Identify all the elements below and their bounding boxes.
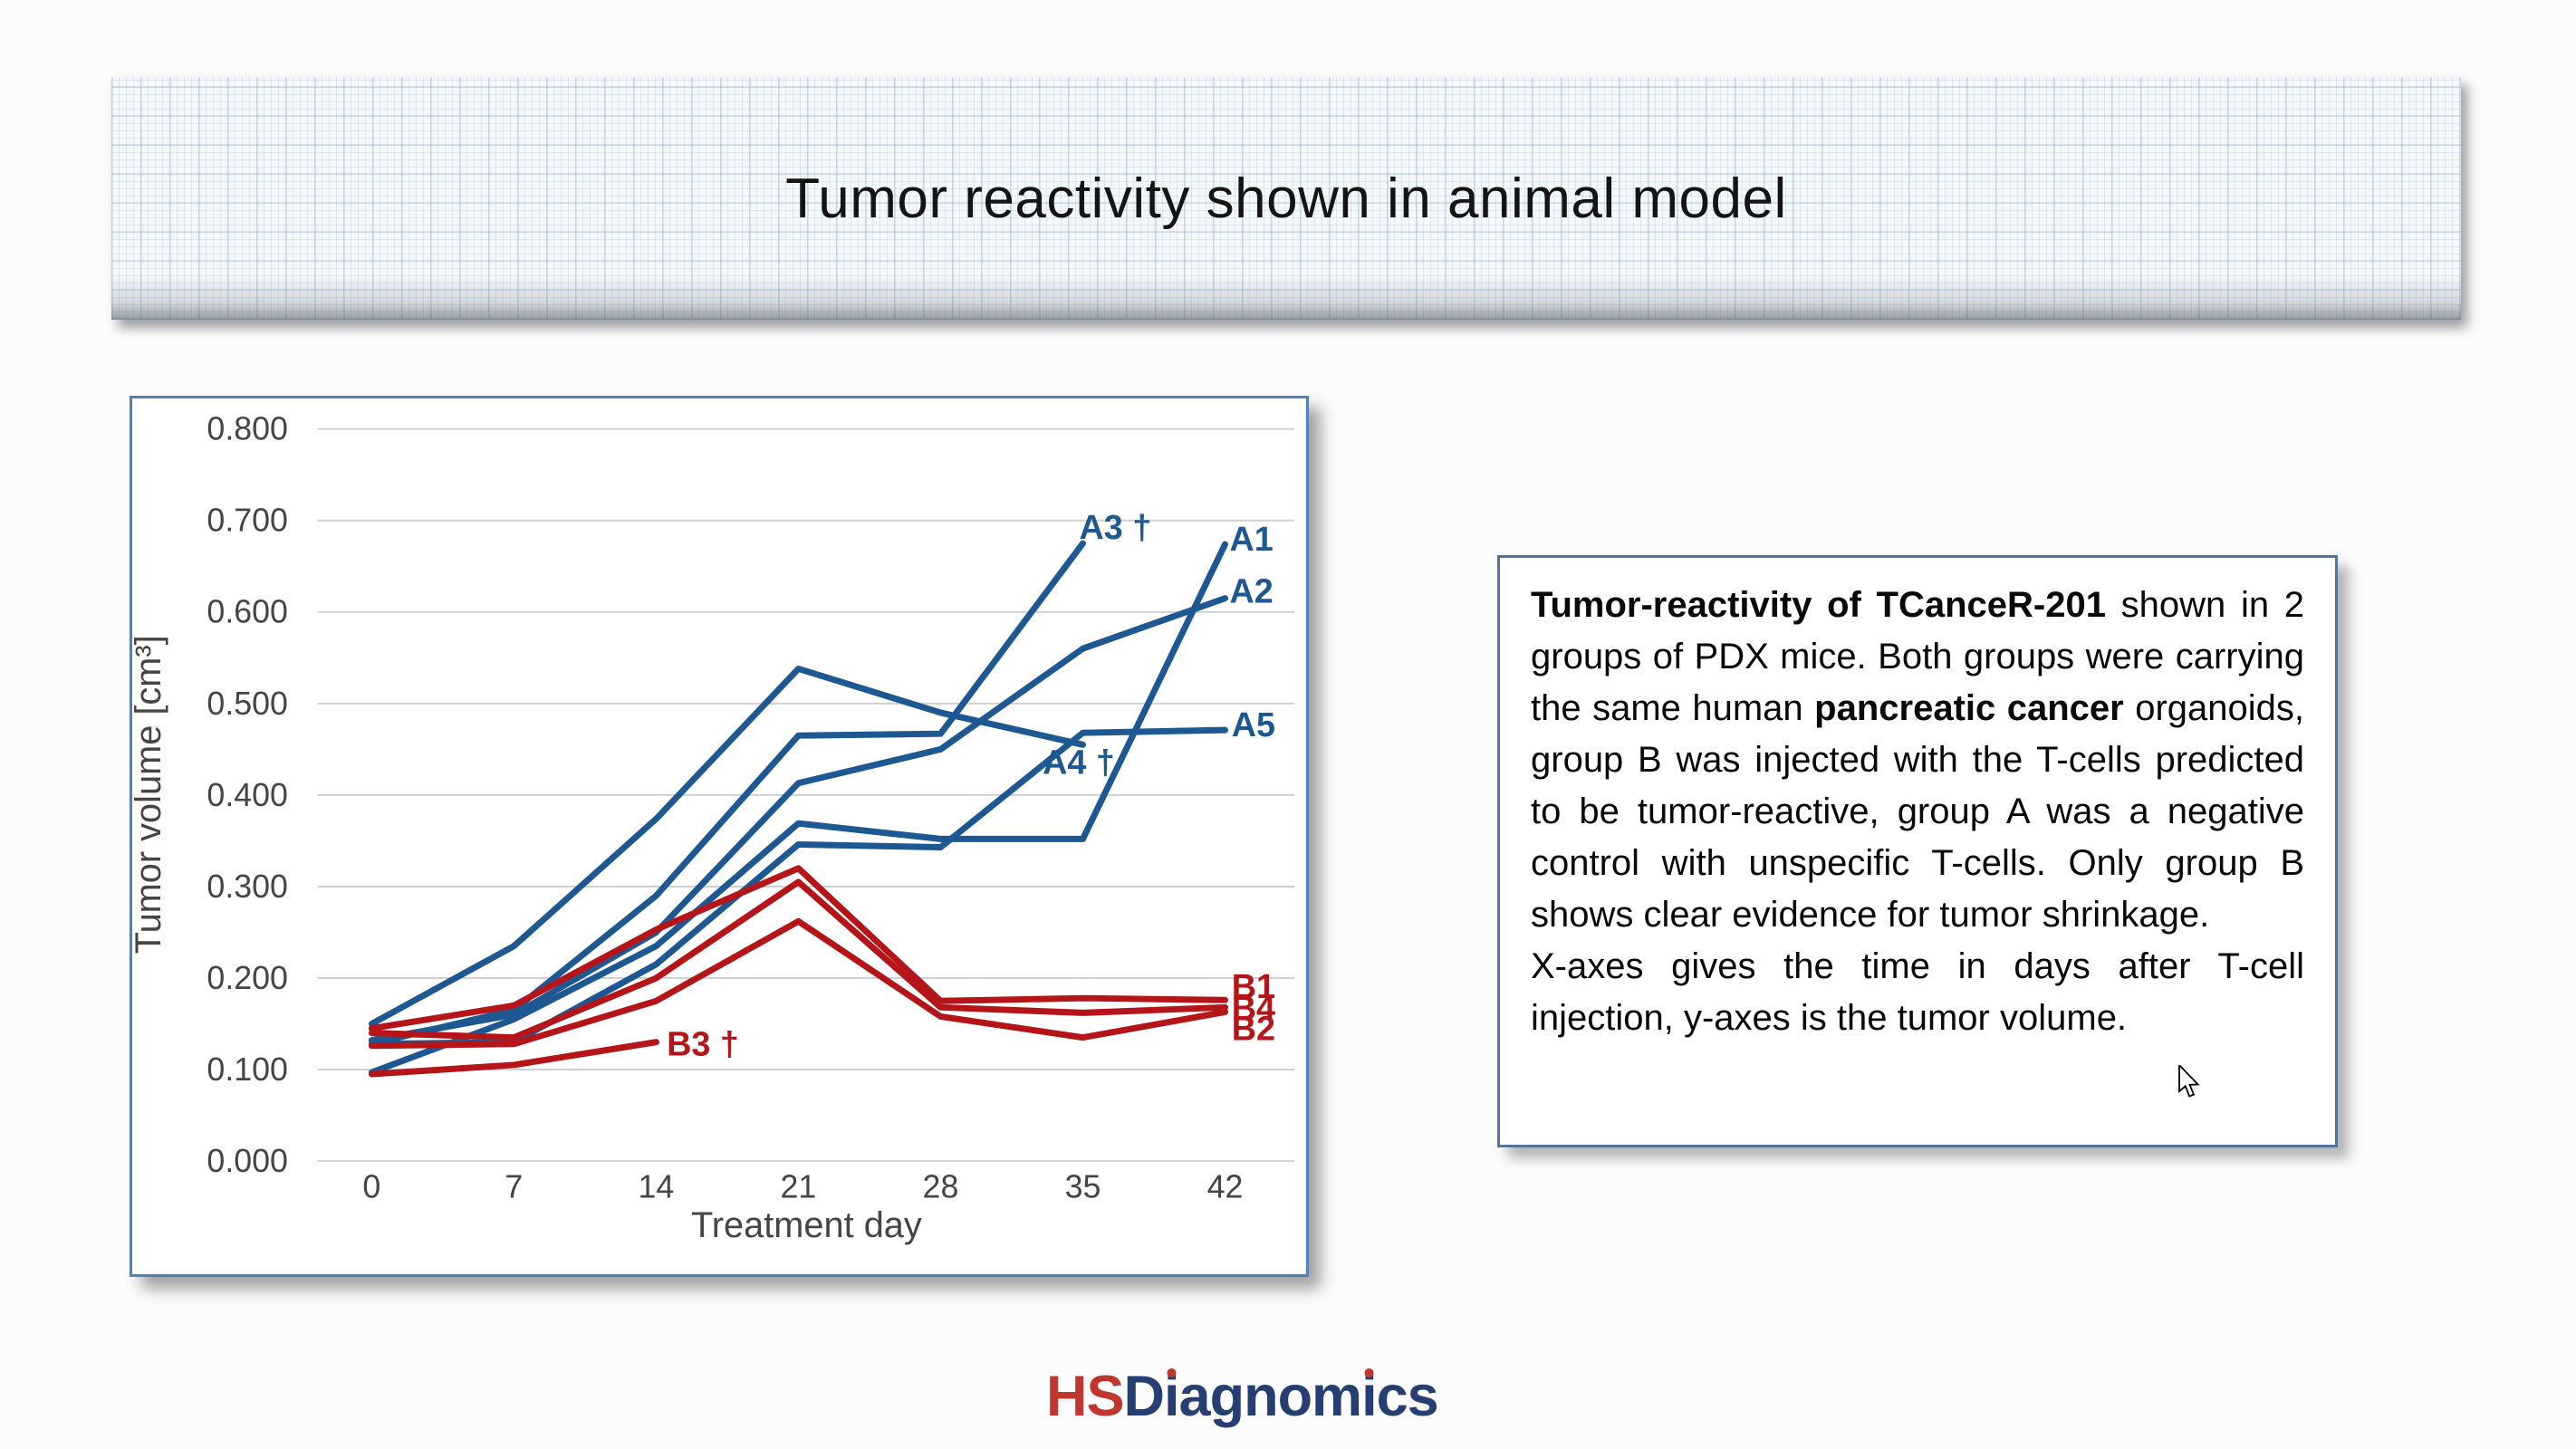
y-tick-label: 0.800	[207, 411, 288, 447]
y-tick-label: 0.600	[207, 594, 288, 630]
x-tick-label: 28	[923, 1169, 959, 1205]
series-label-B2: B2	[1232, 1010, 1275, 1048]
series-label-B4: B4	[1232, 990, 1275, 1028]
mouse-cursor-icon	[2178, 1065, 2200, 1098]
series-label-A1: A1	[1230, 521, 1274, 559]
series-line-B4	[368, 878, 1229, 1041]
y-tick-label: 0.300	[207, 868, 288, 905]
x-tick-label: 42	[1207, 1169, 1244, 1205]
x-tick-label: 14	[639, 1169, 675, 1205]
x-tick-label: 7	[505, 1169, 523, 1205]
y-tick-label: 0.200	[207, 960, 288, 996]
y-tick-label: 0.500	[207, 686, 288, 722]
logo-prefix: HS	[1046, 1365, 1125, 1428]
description-paragraph: Tumor-reactivity of TCanceR-201 shown in…	[1531, 585, 2304, 935]
y-tick-label: 0.100	[207, 1051, 288, 1088]
description-textbox: Tumor-reactivity of TCanceR-201 shown in…	[1497, 555, 2338, 1147]
series-line-A4	[368, 665, 1086, 1027]
series-label-B3: B3 †	[667, 1026, 739, 1064]
logo-letter-i: i	[1361, 1365, 1377, 1428]
chart-canvas: 0.000 0.100 0.200 0.300 0.400 0.500 0.600 0.700…	[132, 411, 1295, 1245]
series-label-A5: A5	[1232, 706, 1275, 744]
y-tick-label: 0.000	[207, 1143, 288, 1179]
series-line-B2	[368, 917, 1229, 1050]
x-axis-title: Treatment day	[691, 1205, 922, 1245]
slide-title: Tumor reactivity shown in animal model	[785, 167, 1787, 230]
series-line-B3	[368, 1039, 659, 1078]
y-tick-label: 0.700	[207, 503, 288, 539]
series-label-A2: A2	[1230, 572, 1274, 610]
series-label-A3: A3 †	[1080, 509, 1152, 547]
series-line-B1	[368, 865, 1229, 1032]
series-line-A3	[368, 540, 1086, 1048]
y-axis-title: Tumor volume [cm³]	[132, 635, 168, 954]
description-paragraph: X-axes gives the time in days after T-ce…	[1531, 946, 2304, 1038]
series-line-A2	[368, 595, 1229, 1044]
x-tick-label: 21	[781, 1169, 817, 1205]
series-line-A1	[368, 541, 1229, 1076]
series-label-B1: B1	[1232, 968, 1275, 1006]
logo-letter-i: i	[1164, 1365, 1179, 1428]
title-banner: Tumor reactivity shown in animal model	[111, 77, 2461, 320]
x-tick-label: 0	[362, 1169, 380, 1205]
x-tick-label: 35	[1065, 1169, 1101, 1205]
logo-rest: Diagnomics	[1123, 1365, 1439, 1428]
tumor-volume-chart: 0.000 0.100 0.200 0.300 0.400 0.500 0.600 0.700…	[130, 396, 1309, 1277]
y-tick-label: 0.400	[207, 777, 288, 813]
company-logo: HSDiagnomics	[1046, 1364, 1439, 1429]
series-label-A4: A4 †	[1043, 744, 1115, 782]
